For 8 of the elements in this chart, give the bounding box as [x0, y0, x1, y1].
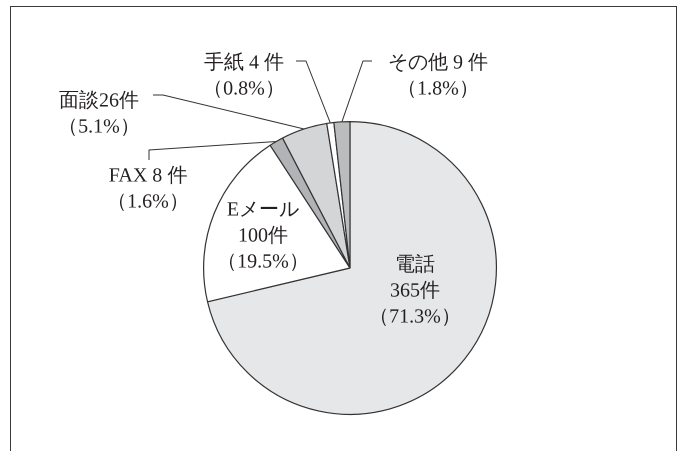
slice-label: 面談26件（5.1%） [58, 89, 140, 138]
slice-label: FAX 8 件（1.6%） [107, 164, 189, 212]
slice-label: その他 9 件（1.8%） [388, 51, 488, 100]
data-label: 100件（19.5%） [217, 224, 309, 272]
data-label: 365件（71.3%） [369, 279, 461, 328]
slice-label: Eメール [226, 198, 300, 220]
slice-label: 手紙 4 件（0.8%） [203, 51, 285, 100]
slice-label: 電話 [395, 253, 435, 276]
